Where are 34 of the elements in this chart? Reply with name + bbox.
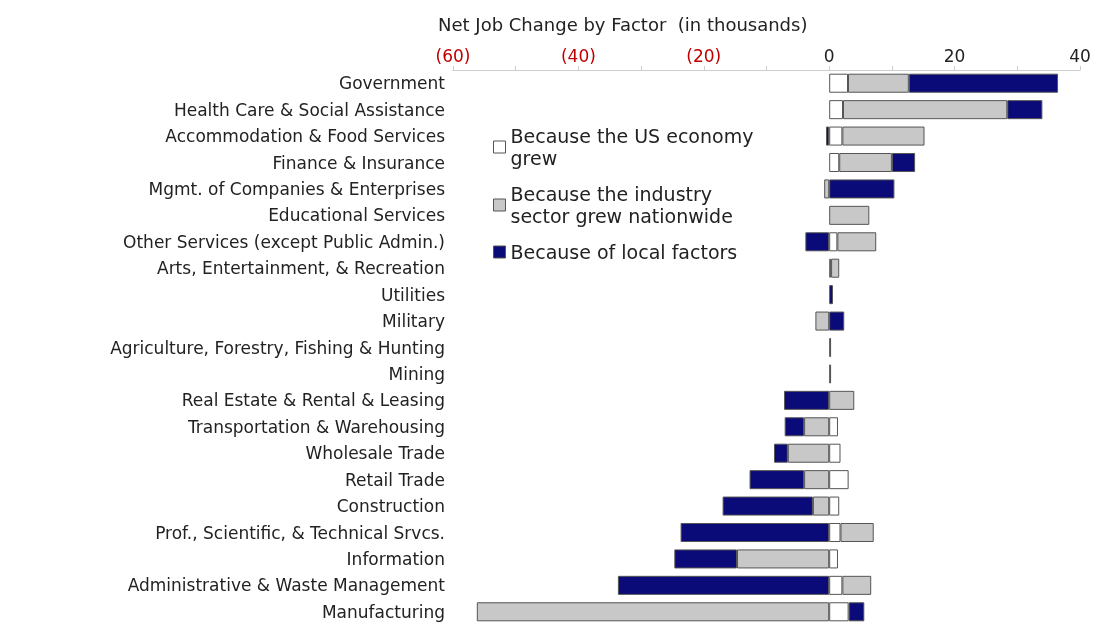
bar <box>831 258 840 278</box>
y-tick-label: Information <box>346 548 445 569</box>
y-tick-label: Administrative & Waste Management <box>127 575 446 596</box>
y-tick-label: Agriculture, Forestry, Fishing & Hunting <box>110 337 445 358</box>
x-tick-label: (40) <box>560 45 596 66</box>
y-tick-label: Manufacturing <box>321 601 445 622</box>
y-tick-label: Retail Trade <box>345 469 445 490</box>
y-tick-label: Arts, Entertainment, & Recreation <box>157 258 445 279</box>
legend-label: Because the industry sector grew nationwide <box>510 183 733 227</box>
bar <box>829 205 870 225</box>
y-tick-label: Finance & Insurance <box>272 152 445 173</box>
chart-title: Net Job Change by Factor (in thousands) <box>438 13 808 35</box>
y-tick-label: Mgmt. of Companies & Enterprises <box>148 178 446 199</box>
legend-label: Because of local factors <box>510 241 738 263</box>
y-tick-label: Accommodation & Food Services <box>165 126 446 147</box>
y-tick-label: Real Estate & Rental & Leasing <box>181 390 445 411</box>
y-tick-label: Government <box>338 73 446 94</box>
legend-label: Because the US economy grew <box>510 125 760 169</box>
x-tick-label: (60) <box>435 45 471 66</box>
y-tick-label: Prof., Scientific, & Technical Srvcs. <box>155 522 445 543</box>
x-tick-label: 0 <box>823 45 835 66</box>
y-tick-label: Utilities <box>381 284 446 305</box>
y-tick-label: Wholesale Trade <box>305 443 445 464</box>
bar <box>829 285 833 305</box>
y-tick-label: Educational Services <box>268 205 446 226</box>
y-tick-label: Mining <box>388 363 445 384</box>
y-tick-label: Other Services (except Public Admin.) <box>123 231 445 252</box>
y-tick-label: Construction <box>336 496 445 517</box>
x-tick-label: (20) <box>686 45 722 66</box>
x-tick-label: 20 <box>943 45 966 66</box>
y-tick-label: Health Care & Social Assistance <box>173 99 445 120</box>
y-tick-label: Military <box>382 311 445 332</box>
y-tick-label: Transportation & Warehousing <box>186 416 445 437</box>
x-tick-label: 40 <box>1069 45 1091 66</box>
